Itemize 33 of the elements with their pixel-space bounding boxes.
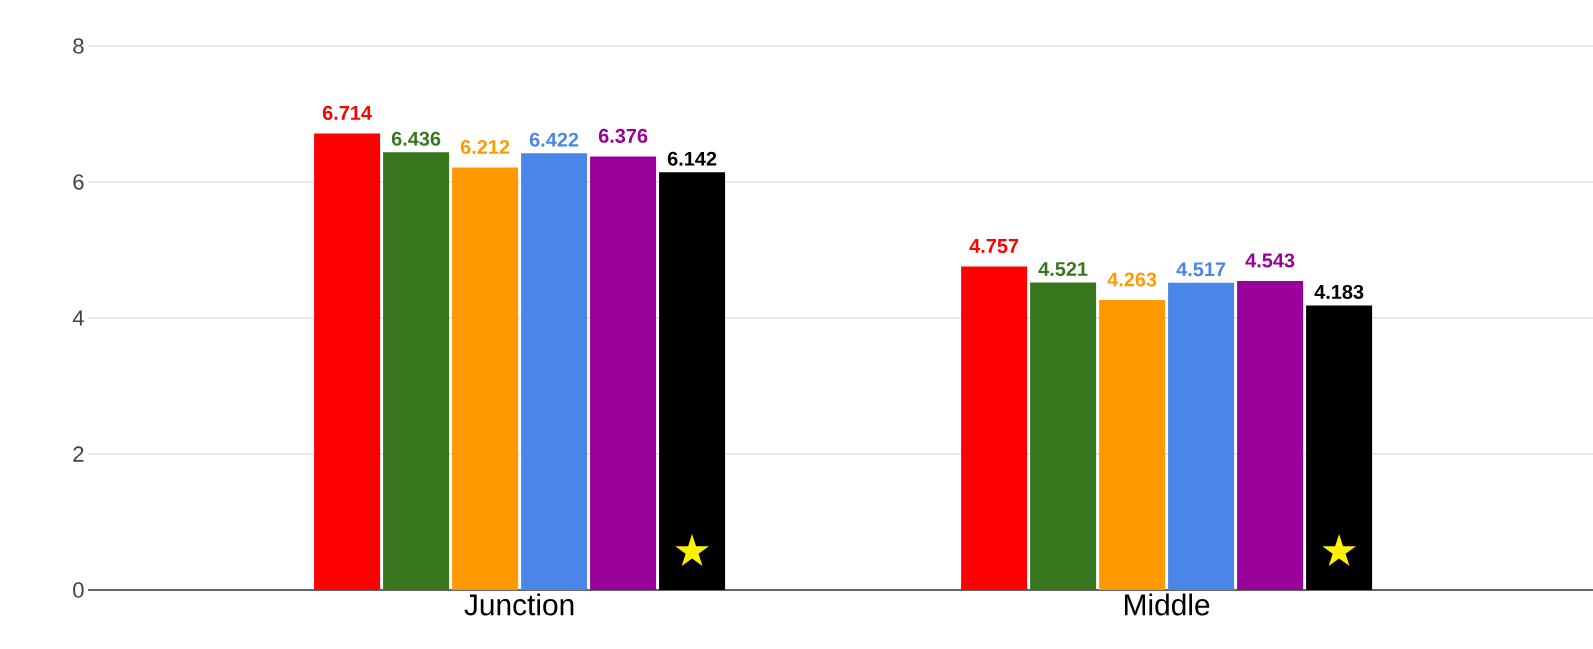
data-label: 6.142	[667, 151, 717, 166]
bar	[314, 133, 381, 590]
data-label: 6.376	[598, 128, 648, 143]
bar	[452, 167, 519, 590]
bar	[1306, 305, 1373, 590]
data-label: 4.757	[969, 239, 1019, 253]
bar	[1099, 300, 1166, 590]
bar	[659, 172, 726, 590]
bar	[590, 156, 657, 590]
data-label: 4.521	[1038, 261, 1088, 277]
annotation: ★	[675, 534, 709, 566]
data-label: 4.517	[1176, 262, 1226, 277]
y-tick-label: 4	[72, 310, 84, 326]
data-label: 4.543	[1245, 253, 1295, 268]
data-label: 4.183	[1314, 284, 1364, 300]
bar	[383, 152, 450, 590]
annotation: ★	[1322, 534, 1356, 566]
y-tick-label: 2	[73, 446, 84, 462]
data-label: 6.422	[529, 132, 579, 147]
x-tick-label: Middle	[1125, 593, 1210, 616]
y-tick-label: 0	[73, 582, 84, 598]
data-label: 6.714	[322, 105, 372, 120]
bar	[961, 266, 1028, 590]
data-label: 6.212	[460, 139, 510, 155]
data-label: 6.436	[391, 131, 441, 146]
x-tick-label: Junction	[464, 593, 574, 616]
y-tick-label: 8	[73, 38, 84, 54]
bar	[1030, 282, 1097, 590]
bar	[1168, 282, 1235, 590]
y-tick-label: 6	[73, 174, 84, 190]
bar	[1237, 281, 1304, 590]
bar	[521, 153, 588, 590]
data-label: 4.263	[1107, 272, 1157, 287]
